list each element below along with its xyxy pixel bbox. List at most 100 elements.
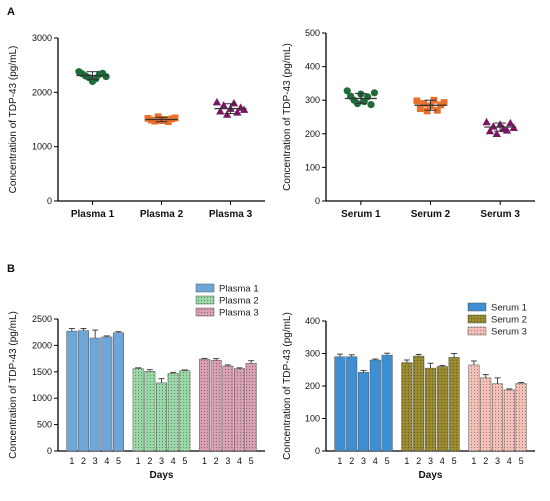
y-tick-label: 300 bbox=[305, 349, 320, 359]
bar bbox=[448, 357, 460, 452]
data-point bbox=[506, 118, 515, 127]
x-tick-label: 5 bbox=[116, 456, 121, 466]
data-point bbox=[212, 97, 222, 106]
y-tick-label: 1000 bbox=[32, 393, 52, 403]
data-point bbox=[440, 99, 448, 106]
data-point bbox=[222, 110, 232, 118]
data-point bbox=[433, 106, 441, 114]
x-category-label: Serum 1 bbox=[341, 209, 381, 220]
y-tick-label: 400 bbox=[305, 316, 320, 326]
bar bbox=[156, 382, 167, 452]
x-axis-label: Days bbox=[419, 470, 443, 481]
x-category-label: Serum 3 bbox=[480, 209, 520, 220]
bar bbox=[179, 370, 191, 452]
x-category-label: Serum 2 bbox=[411, 209, 451, 220]
x-tick-label: 3 bbox=[361, 456, 366, 466]
data-point bbox=[420, 100, 428, 107]
x-tick-label: 5 bbox=[519, 456, 524, 466]
y-axis-label: Concentration of TDP-43 (pg/mL) bbox=[282, 43, 293, 191]
legend-label: Serum 2 bbox=[491, 315, 527, 326]
plasma-scatter-marks: Plasma 1 Plasma 2 Plasma 3 bbox=[71, 68, 253, 220]
bar bbox=[144, 371, 156, 452]
y-tick-label: 100 bbox=[305, 414, 320, 424]
data-point bbox=[102, 72, 110, 81]
bar bbox=[78, 330, 89, 452]
y-tick-label: 200 bbox=[305, 129, 320, 139]
x-tick-label: 1 bbox=[202, 456, 207, 466]
x-tick-label: 4 bbox=[104, 456, 109, 466]
x-tick-label: 4 bbox=[171, 456, 176, 466]
bar bbox=[167, 373, 179, 452]
plasma-scatter-axes: 0 1000 2000 3000 Concentration of TDP-43 (pg… bbox=[8, 33, 265, 206]
legend-label: Serum 3 bbox=[491, 327, 527, 338]
bar bbox=[346, 356, 358, 452]
x-tick-label: 2 bbox=[349, 456, 354, 466]
x-tick-label: 5 bbox=[385, 456, 390, 466]
x-tick-label: 2 bbox=[214, 456, 219, 466]
data-point bbox=[151, 117, 159, 125]
y-tick-label: 0 bbox=[315, 446, 320, 456]
y-tick-label: 2000 bbox=[32, 87, 52, 97]
x-tick-label: 3 bbox=[495, 456, 500, 466]
bar bbox=[491, 383, 504, 452]
serum-scatter-marks: Serum 1 Serum 2 Serum 3 bbox=[341, 87, 520, 220]
bar bbox=[515, 383, 527, 452]
x-tick-label: 1 bbox=[136, 456, 141, 466]
x-tick-label: 3 bbox=[428, 456, 433, 466]
data-point bbox=[343, 87, 351, 95]
bar bbox=[245, 363, 257, 452]
data-point bbox=[171, 114, 179, 122]
bar bbox=[66, 330, 78, 452]
x-tick-label: 5 bbox=[452, 456, 457, 466]
x-tick-label: 4 bbox=[507, 456, 512, 466]
y-tick-label: 200 bbox=[305, 381, 320, 391]
legend-label: Plasma 3 bbox=[219, 308, 259, 319]
bar bbox=[424, 367, 437, 452]
x-tick-label: 1 bbox=[337, 456, 342, 466]
bar bbox=[113, 332, 124, 452]
bar bbox=[436, 366, 448, 452]
panel-label-a: A bbox=[7, 6, 15, 18]
data-point bbox=[154, 113, 162, 121]
data-point bbox=[229, 99, 239, 107]
legend-swatch bbox=[467, 314, 487, 324]
bar bbox=[210, 359, 222, 452]
bar bbox=[413, 355, 425, 452]
data-point bbox=[423, 107, 431, 115]
data-point bbox=[489, 122, 498, 130]
legend-swatch bbox=[467, 302, 487, 312]
panel-label-b: B bbox=[7, 263, 15, 275]
bar bbox=[222, 365, 234, 452]
x-tick-label: 5 bbox=[249, 456, 254, 466]
bar bbox=[89, 337, 101, 452]
bar bbox=[401, 362, 413, 452]
x-tick-label: 3 bbox=[159, 456, 164, 466]
x-category-label: Plasma 1 bbox=[71, 209, 115, 220]
x-category-label: Plasma 2 bbox=[140, 209, 184, 220]
legend-label: Serum 1 bbox=[491, 303, 527, 314]
y-tick-label: 2500 bbox=[32, 314, 52, 324]
x-category-label: Plasma 3 bbox=[209, 209, 253, 220]
legend-swatch bbox=[195, 307, 215, 317]
y-tick-label: 0 bbox=[47, 196, 52, 206]
x-tick-label: 2 bbox=[483, 456, 488, 466]
data-point bbox=[492, 129, 501, 137]
data-point bbox=[370, 89, 379, 97]
y-tick-label: 300 bbox=[305, 95, 320, 105]
y-axis-label: Concentration of TDP-43 (pg/mL) bbox=[282, 312, 293, 460]
data-point bbox=[364, 93, 372, 101]
x-tick-label: 1 bbox=[404, 456, 409, 466]
x-tick-label: 2 bbox=[147, 456, 152, 466]
y-tick-label: 100 bbox=[305, 162, 320, 172]
bar bbox=[334, 356, 346, 452]
bar bbox=[381, 354, 393, 452]
data-point bbox=[219, 101, 228, 109]
bar bbox=[199, 358, 210, 452]
data-point bbox=[416, 105, 424, 112]
data-point bbox=[216, 107, 225, 115]
bar bbox=[503, 389, 515, 452]
